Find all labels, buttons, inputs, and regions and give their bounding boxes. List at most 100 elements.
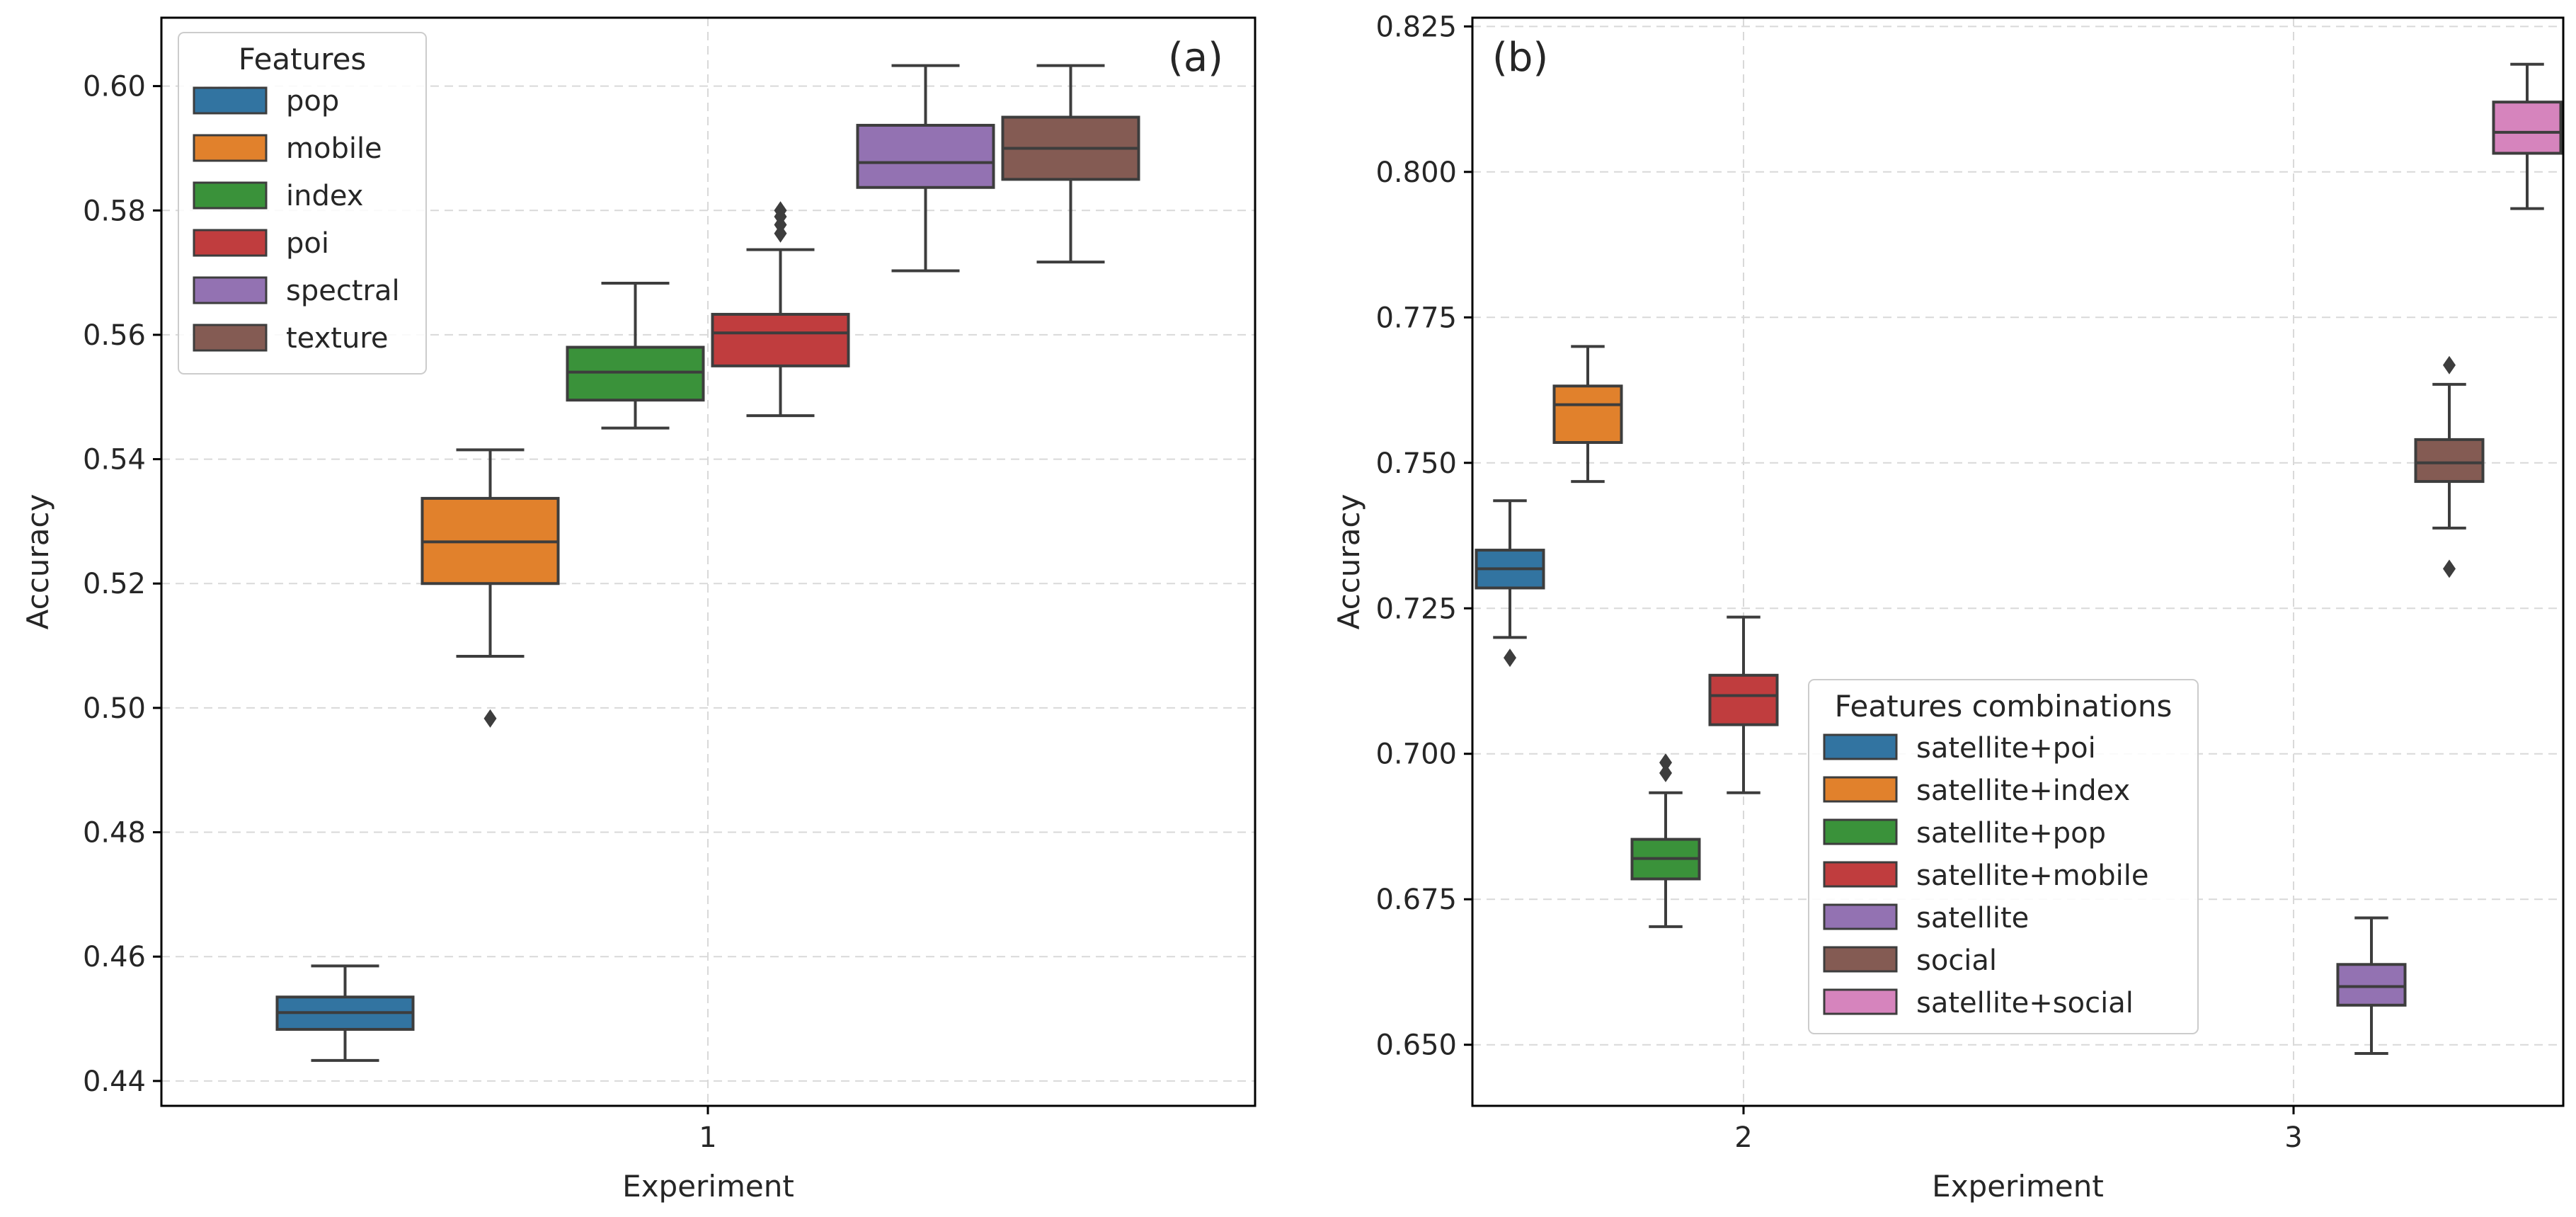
y-tick-label: 0.800 xyxy=(1375,156,1457,189)
legend-swatch xyxy=(1823,776,1898,803)
legend-swatch xyxy=(1823,818,1898,845)
legend-label: satellite+pop xyxy=(1916,817,2106,850)
legend-swatch xyxy=(193,276,268,304)
panel-a-legend: Features pop mobile index poi spectral textur… xyxy=(178,32,427,375)
box-iqr xyxy=(856,123,995,189)
y-tick-label: 0.750 xyxy=(1375,447,1457,480)
y-tick-label: 0.50 xyxy=(83,692,146,725)
legend-label: social xyxy=(1916,944,1997,977)
legend-label: poi xyxy=(286,227,329,260)
panel-a-y-axis-label: Accuracy xyxy=(21,494,55,630)
legend-item-satellite-plus-index: satellite+index xyxy=(1823,775,2130,807)
legend-swatch xyxy=(193,324,268,352)
legend-label: satellite+social xyxy=(1916,987,2134,1019)
legend-item-spectral: spectral xyxy=(193,275,400,307)
panel-a-y-ticks: 0.44 0.46 0.48 0.50 0.52 0.54 0.56 0.58 0.60 xyxy=(83,71,161,1098)
panel-a-x-axis-label: Experiment xyxy=(622,1169,794,1204)
box-iqr xyxy=(566,345,705,402)
box-texture xyxy=(1001,64,1140,264)
legend-swatch xyxy=(1823,988,1898,1015)
legend-item-satellite: satellite xyxy=(1823,902,2029,935)
box-index xyxy=(566,282,705,430)
y-tick-label: 0.52 xyxy=(83,568,146,600)
legend-label: satellite xyxy=(1916,902,2029,935)
x-tick-label: 3 xyxy=(2284,1121,2302,1154)
box-satellite-plus-mobile xyxy=(1708,615,1779,794)
box-pop xyxy=(275,964,415,1062)
legend-item-index: index xyxy=(193,180,363,212)
legend-label: pop xyxy=(286,85,339,118)
legend-swatch xyxy=(1823,733,1898,760)
panel-b-legend: Features combinations satellite+poi satel… xyxy=(1808,679,2199,1034)
legend-item-satellite-plus-pop: satellite+pop xyxy=(1823,817,2106,850)
box-mobile xyxy=(420,448,560,728)
legend-label: satellite+mobile xyxy=(1916,859,2148,892)
panel-b-frame xyxy=(1471,16,2565,1107)
panel-a-legend-title: Features xyxy=(239,42,367,76)
y-tick-label: 0.725 xyxy=(1375,593,1457,625)
panel-a-grid xyxy=(161,18,1255,1106)
panel-b-label: (b) xyxy=(1492,35,1548,81)
y-tick-label: 0.44 xyxy=(83,1065,146,1098)
legend-item-social: social xyxy=(1823,944,1997,977)
panel-a-label: (a) xyxy=(1168,35,1223,81)
box-iqr xyxy=(2336,963,2407,1007)
outlier-point xyxy=(1504,649,1516,668)
box-satellite-plus-pop xyxy=(1630,753,1701,928)
box-satellite-plus-index xyxy=(1552,345,1623,484)
legend-label: mobile xyxy=(286,132,382,165)
y-tick-label: 0.675 xyxy=(1375,884,1457,916)
panel-b-boxes xyxy=(1475,62,2563,1056)
panel-b-y-axis-label: Accuracy xyxy=(1332,494,1366,630)
legend-label: texture xyxy=(286,322,388,355)
y-tick-label: 0.650 xyxy=(1375,1029,1457,1062)
legend-swatch xyxy=(1823,861,1898,888)
legend-swatch xyxy=(193,134,268,162)
box-iqr xyxy=(2492,101,2563,155)
legend-swatch xyxy=(193,229,268,257)
legend-label: spectral xyxy=(286,275,400,307)
outlier-point xyxy=(483,709,497,728)
box-iqr xyxy=(1552,384,1623,445)
outlier-point xyxy=(2443,559,2456,578)
x-tick-label: 1 xyxy=(699,1121,716,1154)
y-tick-label: 0.56 xyxy=(83,319,146,352)
outlier-point xyxy=(2443,355,2456,375)
x-tick-label: 2 xyxy=(1734,1121,1752,1154)
legend-item-mobile: mobile xyxy=(193,132,382,165)
legend-item-satellite-plus-poi: satellite+poi xyxy=(1823,732,2096,765)
y-tick-label: 0.60 xyxy=(83,71,146,103)
panel-a-x-ticks: 1 xyxy=(699,1106,717,1154)
box-spectral xyxy=(856,64,995,273)
legend-label: satellite+index xyxy=(1916,775,2130,807)
legend-item-pop: pop xyxy=(193,85,339,118)
panel-b-legend-frame xyxy=(1808,679,2199,1034)
legend-label: index xyxy=(286,180,363,212)
panel-b-chart: 0.650 0.675 0.700 0.725 0.750 0.775 0.800 0.825… xyxy=(1332,11,2565,1204)
panel-a-boxes xyxy=(275,64,1140,1062)
legend-swatch xyxy=(193,86,268,115)
outlier-point xyxy=(1659,753,1672,772)
outlier-point xyxy=(774,201,787,220)
legend-item-satellite-plus-social: satellite+social xyxy=(1823,987,2134,1019)
panel-b-y-ticks: 0.650 0.675 0.700 0.725 0.750 0.775 0.800 0.825 xyxy=(1375,11,1472,1062)
y-tick-label: 0.46 xyxy=(83,941,146,973)
panel-a-chart: 0.44 0.46 0.48 0.50 0.52 0.54 0.56 0.58 0.60 1 (… xyxy=(21,16,1256,1204)
panel-b-x-axis-label: Experiment xyxy=(1932,1169,2104,1204)
legend-label: satellite+poi xyxy=(1916,732,2096,765)
box-iqr xyxy=(2414,438,2485,484)
y-tick-label: 0.825 xyxy=(1375,11,1457,43)
legend-item-poi: poi xyxy=(193,227,329,260)
box-iqr xyxy=(711,312,850,367)
box-social xyxy=(2414,355,2485,578)
box-satellite-plus-poi xyxy=(1475,499,1545,668)
legend-swatch xyxy=(1823,903,1898,930)
box-satellite-plus-social xyxy=(2492,62,2563,210)
legend-item-satellite-plus-mobile: satellite+mobile xyxy=(1823,859,2148,892)
y-tick-label: 0.775 xyxy=(1375,302,1457,334)
y-tick-label: 0.54 xyxy=(83,444,146,476)
legend-item-texture: texture xyxy=(193,322,388,355)
y-tick-label: 0.700 xyxy=(1375,738,1457,771)
panel-a-frame xyxy=(160,16,1256,1107)
